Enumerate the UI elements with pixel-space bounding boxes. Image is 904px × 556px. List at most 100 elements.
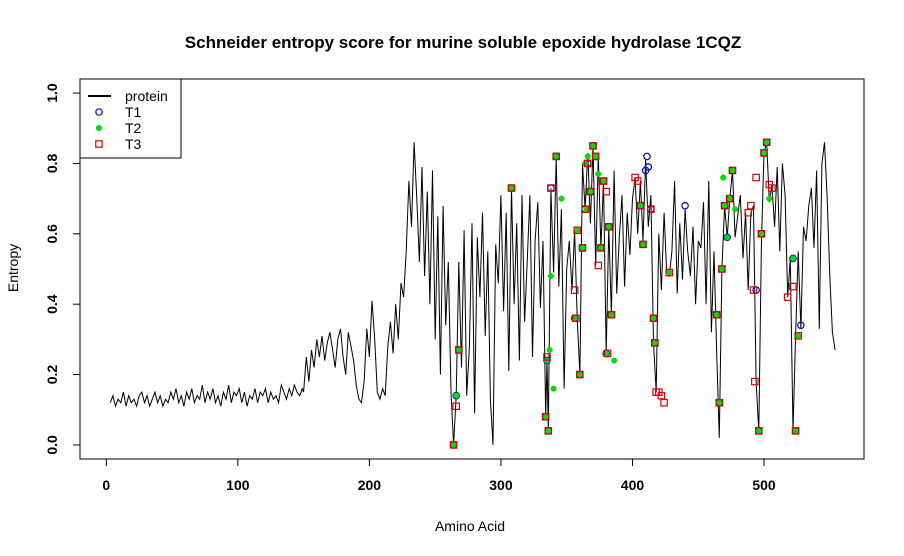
t3-point (794, 332, 803, 340)
t3-point (744, 208, 753, 217)
t1-point (797, 321, 805, 330)
t3-point (728, 166, 737, 175)
x-tick-label: 100 (226, 477, 250, 493)
t3-point (747, 201, 755, 210)
t3-point (594, 261, 603, 270)
t2-point (611, 357, 618, 364)
t2-point (574, 227, 581, 234)
t2-point (608, 311, 615, 318)
t3-point (602, 187, 610, 196)
t3-point (789, 282, 797, 291)
t3-point (541, 412, 550, 421)
t2-point (584, 153, 591, 160)
t2-point (713, 311, 720, 318)
t3-point (583, 159, 592, 168)
t1-point (681, 201, 689, 210)
plot-frame (79, 78, 865, 460)
t2-point (755, 427, 762, 434)
x-tick-label: 500 (752, 477, 776, 493)
t2-point (558, 195, 565, 202)
t3-point (599, 177, 608, 185)
t3-point (607, 310, 616, 319)
t3-point (636, 201, 645, 210)
t2-point (789, 255, 797, 262)
t2-point (587, 188, 594, 195)
t3-point (783, 293, 792, 301)
t3-point (597, 244, 605, 252)
t3-point (543, 353, 551, 361)
t3-point (552, 152, 560, 161)
t3-point (591, 152, 600, 161)
legend-key-t1 (95, 108, 103, 116)
t3-point (754, 427, 763, 435)
t2-point (542, 413, 549, 420)
t2-point (450, 441, 457, 448)
t3-point (547, 184, 555, 192)
t3-point (791, 427, 800, 435)
t3-point (718, 265, 726, 273)
t2-point (729, 167, 736, 174)
t1-point (452, 391, 461, 400)
t3-series (449, 138, 803, 449)
t2-point (553, 153, 560, 160)
t2-point (795, 332, 802, 339)
t2-point (579, 244, 586, 251)
t3-point (720, 201, 729, 210)
t3-point (647, 205, 655, 213)
t3-point (712, 310, 721, 319)
x-tick-label: 200 (358, 477, 382, 493)
t2-point (718, 265, 725, 273)
t3-point (572, 314, 580, 323)
t3-point (715, 398, 724, 407)
t3-point (455, 346, 463, 354)
t2-point (597, 244, 604, 251)
y-tick-label: 0.4 (44, 294, 60, 314)
y-tick-label: 0.8 (44, 154, 60, 174)
x-tick-label: 0 (102, 477, 110, 493)
legend-label-t3: T3 (125, 136, 142, 152)
legend-key-t2 (95, 124, 103, 132)
x-tick-label: 400 (621, 477, 645, 493)
t3-point (452, 402, 461, 411)
t2-point (724, 234, 731, 241)
t2-point (576, 371, 583, 378)
t2-point (766, 195, 773, 202)
protein-series-line (109, 142, 836, 445)
chart-title: Schneider entropy score for murine solub… (185, 33, 741, 52)
t3-point (633, 177, 642, 185)
y-axis-title: Entropy (5, 244, 21, 292)
t3-point (570, 286, 579, 294)
t3-point (603, 349, 612, 358)
t2-point (605, 223, 612, 230)
t1-point (723, 233, 731, 242)
t2-point (455, 346, 462, 353)
t3-point (657, 391, 666, 400)
t2-point (595, 170, 602, 178)
legend-key-t3 (95, 140, 103, 148)
t3-point (726, 194, 734, 203)
t3-point (507, 184, 516, 192)
legend-label-t2: T2 (125, 120, 142, 136)
t2-point (547, 272, 554, 280)
t3-point (586, 187, 595, 196)
t3-point (749, 286, 758, 294)
t2-point (721, 202, 728, 209)
t3-point (762, 138, 771, 147)
t1-point (644, 163, 653, 171)
t2-point (651, 339, 658, 346)
t2-point (726, 195, 733, 202)
y-tick-label: 0.2 (44, 365, 60, 385)
t2-point (639, 241, 647, 248)
t3-point (578, 244, 587, 252)
t3-point (544, 427, 553, 435)
t3-point (760, 149, 768, 157)
t2-point (600, 177, 607, 185)
x-axis: 0 100 200 300 400 500 (102, 459, 776, 493)
y-tick-label: 0.6 (44, 224, 60, 244)
t1-point (643, 152, 651, 161)
t3-point (768, 184, 776, 192)
t3-point (449, 441, 458, 449)
legend-box (79, 78, 182, 159)
y-tick-label: 1.0 (44, 83, 60, 103)
t3-point (649, 314, 658, 323)
